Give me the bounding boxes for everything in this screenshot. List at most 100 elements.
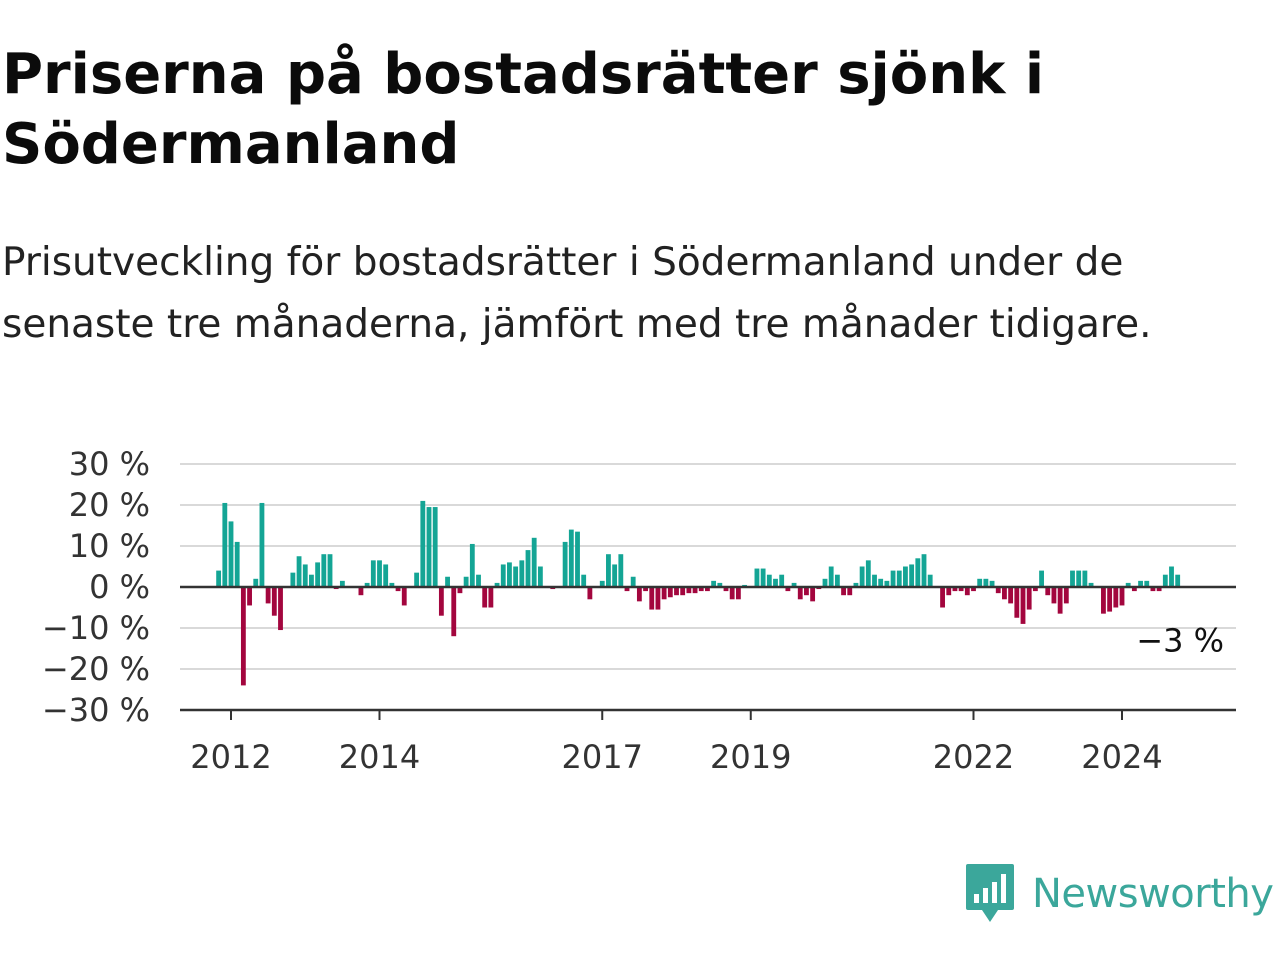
bar <box>513 566 519 587</box>
bar <box>1113 587 1119 608</box>
bar <box>253 578 259 587</box>
bar <box>853 582 859 587</box>
bar <box>636 587 642 602</box>
annotations: −3 % <box>1136 621 1224 659</box>
bar <box>1014 587 1020 618</box>
bar <box>451 587 457 637</box>
bar <box>575 531 580 587</box>
bar <box>909 564 915 587</box>
bar <box>389 582 395 587</box>
bar <box>606 554 611 587</box>
bar <box>1162 574 1168 587</box>
bar <box>971 587 976 592</box>
bar <box>1088 582 1094 587</box>
bar <box>828 566 834 587</box>
bar <box>1070 570 1075 587</box>
bar <box>1045 587 1051 596</box>
bar <box>469 543 475 587</box>
bar <box>921 554 927 587</box>
bar <box>562 541 568 587</box>
bar <box>834 574 840 587</box>
bar <box>649 587 655 610</box>
x-tick-label: 2012 <box>190 738 271 776</box>
y-tick-label: −20 % <box>42 650 150 688</box>
bar <box>735 587 741 600</box>
bar <box>630 576 636 587</box>
bar <box>296 556 302 587</box>
bar <box>438 587 444 616</box>
bar <box>370 560 376 587</box>
bar <box>1175 574 1181 587</box>
bar <box>612 564 618 587</box>
x-tick-label: 2014 <box>339 738 420 776</box>
y-tick-label: −10 % <box>42 609 150 647</box>
x-tick-label: 2022 <box>933 738 1014 776</box>
bar <box>1156 587 1162 592</box>
bar <box>680 587 686 596</box>
bar <box>890 570 896 587</box>
bar <box>1063 587 1069 604</box>
bar <box>915 558 921 587</box>
bar <box>358 587 364 596</box>
bar <box>482 587 488 608</box>
brand-logo: Newsworthy <box>964 862 1274 926</box>
bar <box>519 560 525 587</box>
bar <box>290 572 296 587</box>
bar <box>995 587 1001 594</box>
bar <box>698 587 704 592</box>
bar <box>1101 587 1106 614</box>
bar <box>377 560 382 587</box>
bar <box>1076 570 1082 587</box>
bar <box>1169 566 1174 587</box>
bar <box>1026 587 1032 610</box>
bar <box>686 587 692 594</box>
bar <box>500 564 506 587</box>
bar <box>420 500 426 587</box>
bar <box>234 541 240 587</box>
bar <box>618 554 624 587</box>
brand-name: Newsworthy <box>1032 871 1274 917</box>
bar <box>339 580 345 587</box>
bar <box>247 587 252 606</box>
x-axis: 2012 2014 2017 2019 2022 2024 <box>180 585 1236 776</box>
bar <box>884 580 890 587</box>
bar <box>222 502 228 587</box>
bar <box>426 507 432 587</box>
bar <box>964 587 970 596</box>
bar <box>463 576 469 587</box>
bar <box>327 554 333 587</box>
bar <box>457 587 463 594</box>
bar <box>896 570 902 587</box>
bar <box>878 578 884 587</box>
bar <box>1032 587 1038 592</box>
bar <box>766 574 772 587</box>
bar <box>822 578 828 587</box>
bar <box>983 578 989 587</box>
bar <box>952 587 958 592</box>
bar <box>364 582 370 587</box>
bar <box>507 562 512 587</box>
bar <box>785 587 791 592</box>
bar <box>1039 570 1044 587</box>
bar <box>977 578 983 587</box>
bar <box>692 587 698 594</box>
bar <box>958 587 964 592</box>
bar <box>717 582 723 587</box>
bar <box>302 564 308 587</box>
bar <box>265 587 271 604</box>
chart-subtitle: Prisutveckling för bostadsrätter i Söder… <box>2 240 1152 347</box>
bar <box>587 587 593 600</box>
bar <box>1131 587 1137 592</box>
bar <box>414 572 420 587</box>
bar <box>643 587 648 592</box>
grid-lines <box>180 463 1236 670</box>
bar <box>488 587 494 608</box>
bar <box>655 587 661 610</box>
bar <box>797 587 803 600</box>
bar <box>927 574 933 587</box>
bar <box>804 587 809 596</box>
bar <box>1138 580 1143 587</box>
bar <box>568 529 574 587</box>
bar <box>729 587 735 600</box>
bar <box>903 566 908 587</box>
